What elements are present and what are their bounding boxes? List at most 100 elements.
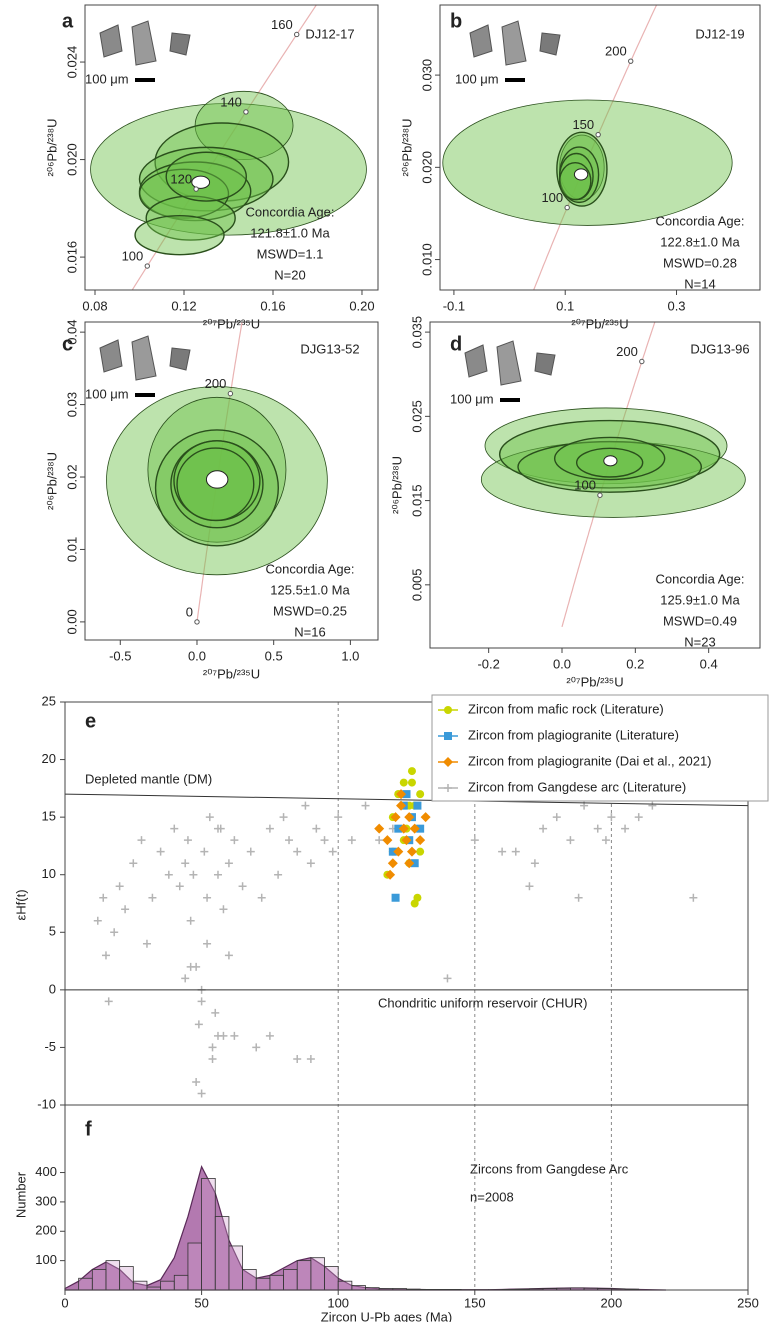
reference-label: Chondritic uniform reservoir (CHUR) — [378, 995, 588, 1010]
bar — [201, 1178, 216, 1291]
point — [334, 813, 343, 822]
point — [200, 847, 209, 856]
point — [648, 801, 657, 810]
y-tick-label: 0.035 — [409, 316, 424, 349]
x-tick-label: 0.16 — [260, 298, 285, 313]
annotation: Concordia Age: — [246, 204, 335, 219]
age-marker — [193, 186, 199, 192]
point — [402, 790, 411, 799]
x-tick-label: 50 — [194, 1295, 208, 1310]
x-tick-label: 150 — [464, 1295, 486, 1310]
plot-area — [90, 5, 367, 290]
point — [390, 812, 401, 823]
point — [104, 997, 113, 1006]
bar — [119, 1266, 134, 1291]
point — [552, 813, 561, 822]
bar — [310, 1257, 325, 1291]
x-axis-label: ²⁰⁷Pb/²³⁵U — [203, 316, 260, 331]
x-tick-label: -0.2 — [477, 656, 499, 671]
point — [416, 847, 425, 856]
x-tick-label: 100 — [327, 1295, 349, 1310]
point — [593, 824, 602, 833]
y-tick-label: 300 — [35, 1193, 57, 1208]
point — [285, 836, 294, 845]
point — [306, 859, 315, 868]
y-tick-label: 0.024 — [64, 46, 79, 79]
bar — [214, 1216, 230, 1291]
point — [265, 824, 274, 833]
x-tick-label: 0.5 — [265, 648, 283, 663]
bar — [296, 1260, 312, 1291]
point — [279, 813, 288, 822]
point — [413, 801, 422, 810]
y-tick-label: 0.005 — [409, 569, 424, 602]
point — [293, 1054, 302, 1063]
x-tick-label: 250 — [737, 1295, 759, 1310]
age-marker — [227, 390, 234, 397]
error-ellipse — [558, 162, 592, 201]
scale-label: 100 μm — [455, 71, 499, 86]
point — [396, 789, 407, 800]
plot-frame — [84, 4, 379, 291]
point — [101, 951, 110, 960]
bar — [269, 1274, 284, 1291]
annotation: MSWD=0.25 — [273, 603, 347, 618]
y-tick-label: -5 — [44, 1039, 56, 1054]
grain — [469, 24, 493, 58]
age-label: 140 — [220, 94, 242, 109]
y-tick-label: 0.03 — [64, 392, 79, 417]
annotation: 121.8±1.0 Ma — [250, 225, 330, 240]
x-axis-label: ²⁰⁷Pb/²³⁵U — [203, 666, 260, 681]
point — [470, 836, 479, 845]
point — [156, 847, 165, 856]
y-tick-label: 400 — [35, 1164, 57, 1179]
grain — [99, 24, 123, 58]
grain — [534, 352, 556, 376]
y-tick-label: 0.016 — [64, 241, 79, 274]
point — [410, 859, 419, 868]
panel-letter: e — [85, 710, 96, 732]
reference-label: Depleted mantle (DM) — [85, 772, 212, 787]
point — [401, 835, 412, 846]
point — [387, 858, 398, 869]
annotation: N=20 — [274, 267, 305, 282]
legend-box — [431, 694, 769, 802]
sample-name: DJ12-17 — [305, 26, 354, 41]
point — [306, 1054, 315, 1063]
age-marker — [564, 204, 570, 211]
point — [110, 928, 119, 937]
scale-label: 100 μm — [85, 386, 129, 401]
point — [203, 893, 212, 902]
legend-marker — [444, 706, 452, 714]
point — [213, 1031, 222, 1040]
x-axis-label: ²⁰⁷Pb/²³⁵U — [566, 674, 623, 689]
error-ellipse — [165, 151, 247, 202]
y-tick-label: -10 — [37, 1096, 56, 1111]
plot-frame — [84, 321, 379, 641]
y-tick-label: 0.01 — [64, 537, 79, 562]
x-tick-label: 0.2 — [626, 656, 644, 671]
concordia-age-ellipse — [205, 470, 229, 489]
bar — [337, 1280, 353, 1291]
y-axis-label: ²⁰⁶Pb/²³⁸U — [44, 119, 59, 177]
annotation: MSWD=1.1 — [257, 246, 324, 261]
grain — [539, 32, 561, 56]
legend-label: Zircon from plagiogranite (Literature) — [468, 727, 679, 742]
age-marker — [243, 109, 249, 115]
panel-letter: a — [62, 10, 74, 32]
point — [189, 870, 198, 879]
point — [238, 882, 247, 891]
point — [634, 813, 643, 822]
point — [347, 836, 356, 845]
point — [213, 870, 222, 879]
annotation: Concordia Age: — [656, 213, 745, 228]
plot-area — [442, 5, 733, 290]
x-tick-label: 1.0 — [341, 648, 359, 663]
legend-marker — [443, 757, 453, 767]
sample-name: DJG13-52 — [300, 341, 359, 356]
point — [93, 916, 102, 925]
bar — [283, 1269, 298, 1291]
point — [224, 859, 233, 868]
error-ellipse — [154, 122, 290, 202]
